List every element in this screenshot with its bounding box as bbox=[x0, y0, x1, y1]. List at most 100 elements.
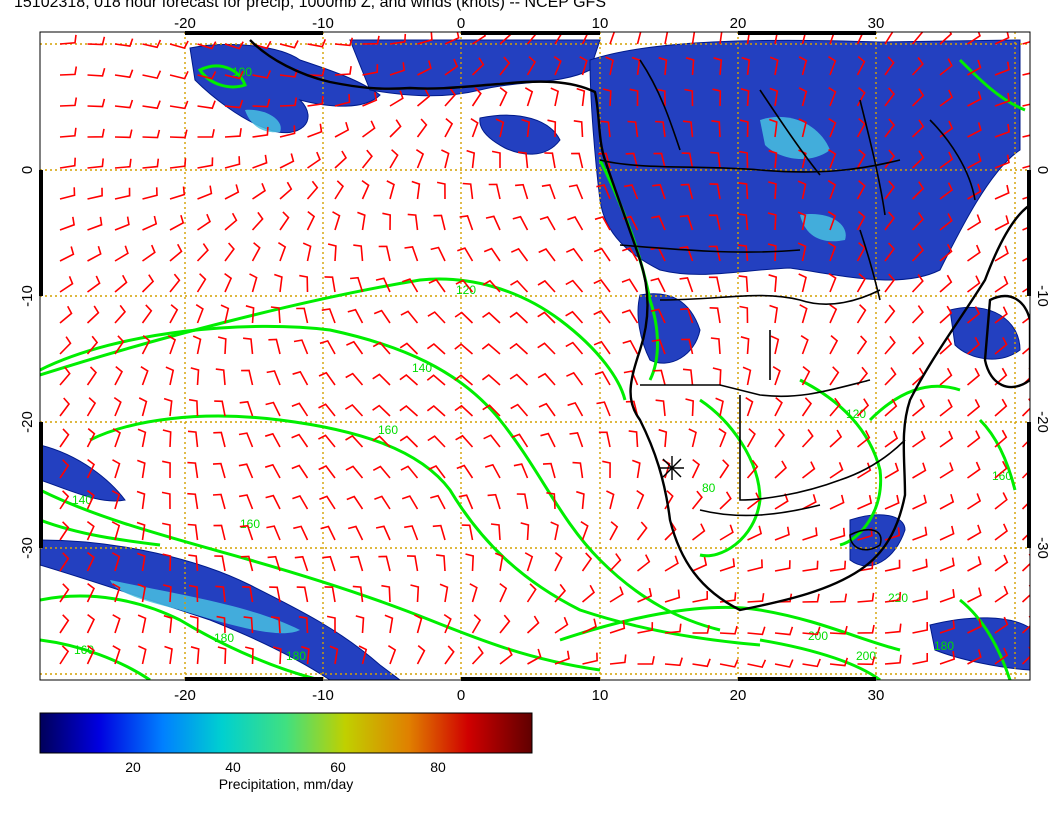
lon-label-top: 10 bbox=[592, 15, 609, 32]
wind-barb bbox=[625, 152, 639, 169]
wind-barb bbox=[664, 555, 679, 572]
wind-barb bbox=[87, 128, 105, 138]
wind-barb bbox=[829, 593, 848, 603]
wind-barb bbox=[167, 335, 177, 355]
wind-barb bbox=[593, 340, 611, 355]
wind-barb bbox=[710, 337, 721, 355]
wind-barb bbox=[245, 646, 254, 665]
wind-barb bbox=[142, 129, 161, 139]
wind-barb bbox=[939, 151, 954, 169]
wind-barb bbox=[596, 401, 611, 417]
wind-barb bbox=[774, 460, 788, 479]
wind-barb bbox=[857, 624, 875, 634]
wind-barb bbox=[609, 654, 627, 665]
wind-barb bbox=[112, 645, 121, 665]
wind-barb bbox=[537, 311, 556, 324]
wind-barb bbox=[692, 523, 706, 541]
wind-barb bbox=[59, 459, 70, 479]
wind-barb bbox=[802, 560, 819, 572]
wind-barb bbox=[427, 311, 446, 324]
wind-barb bbox=[939, 367, 953, 386]
lon-label-top: -10 bbox=[312, 15, 334, 32]
wind-barb bbox=[565, 310, 584, 324]
wind-barb bbox=[524, 87, 534, 107]
wind-barb bbox=[454, 311, 474, 324]
wind-barb bbox=[318, 434, 336, 448]
wind-barb bbox=[711, 120, 721, 138]
wind-barb bbox=[59, 428, 70, 448]
wind-barb bbox=[856, 335, 868, 355]
wind-barb bbox=[298, 616, 309, 634]
wind-barb bbox=[404, 246, 419, 262]
wind-barb bbox=[188, 584, 199, 603]
wind-barbs bbox=[59, 32, 1030, 669]
wind-barb bbox=[59, 127, 77, 138]
wind-barb bbox=[114, 38, 134, 47]
wind-barb bbox=[372, 435, 391, 448]
wind-barb bbox=[710, 151, 721, 169]
wind-barb bbox=[884, 367, 897, 386]
wind-barb bbox=[911, 150, 925, 169]
wind-barb bbox=[829, 429, 843, 448]
wind-barb bbox=[462, 182, 474, 200]
wind-barb bbox=[664, 32, 669, 45]
wind-barb bbox=[334, 65, 352, 76]
wind-barb bbox=[86, 335, 99, 355]
wind-barb bbox=[651, 215, 666, 231]
wind-barb bbox=[602, 460, 611, 479]
wind-barb bbox=[857, 656, 876, 666]
wind-barb bbox=[740, 88, 750, 107]
wind-barb bbox=[884, 654, 902, 665]
lon-label-bottom: -20 bbox=[174, 687, 196, 704]
wind-barb bbox=[967, 244, 981, 262]
wind-barb bbox=[384, 614, 394, 634]
wind-barb bbox=[994, 523, 1008, 541]
wind-barb bbox=[967, 275, 981, 293]
wind-barb bbox=[59, 157, 76, 169]
wind-barb bbox=[352, 585, 364, 603]
wind-barb bbox=[399, 404, 419, 417]
wind-barb bbox=[742, 366, 752, 386]
wind-barb bbox=[483, 434, 501, 448]
wind-barb bbox=[169, 273, 181, 293]
wind-barb bbox=[114, 99, 134, 109]
wind-barb bbox=[632, 459, 641, 479]
wind-barb bbox=[274, 273, 283, 293]
wind-barb bbox=[521, 118, 531, 138]
wind-barb bbox=[828, 149, 837, 169]
wind-barb bbox=[224, 156, 241, 169]
wind-barb bbox=[361, 149, 373, 169]
wind-barb bbox=[293, 339, 309, 355]
wind-barb bbox=[712, 88, 722, 107]
contour-label: 80 bbox=[702, 481, 716, 495]
wind-barb bbox=[266, 525, 281, 541]
wind-barb bbox=[857, 430, 871, 448]
wind-barb bbox=[456, 464, 474, 479]
wind-barb bbox=[279, 181, 293, 200]
wind-barb bbox=[454, 404, 474, 417]
wind-barb bbox=[966, 399, 981, 417]
wind-barb bbox=[111, 521, 121, 541]
wind-barb bbox=[967, 556, 982, 572]
wind-barb bbox=[622, 247, 639, 262]
wind-barb bbox=[582, 618, 597, 634]
wind-barb bbox=[430, 246, 446, 262]
wind-barb bbox=[59, 216, 75, 231]
wind-barb bbox=[537, 279, 556, 293]
wind-barb bbox=[1021, 398, 1030, 417]
wind-barb bbox=[454, 374, 474, 386]
wind-barb bbox=[600, 120, 611, 138]
wind-barb bbox=[856, 304, 867, 324]
wind-barb bbox=[746, 459, 759, 479]
wind-barb bbox=[573, 120, 584, 138]
wind-barb bbox=[59, 366, 71, 386]
wind-barb bbox=[350, 276, 364, 293]
frame-tick-bars bbox=[39, 31, 1031, 681]
wind-barb bbox=[416, 118, 428, 138]
lon-label-top: 0 bbox=[457, 15, 465, 32]
wind-barb bbox=[59, 305, 73, 324]
wind-barb bbox=[510, 279, 529, 293]
wind-barb bbox=[526, 583, 537, 603]
wind-barb bbox=[112, 583, 121, 603]
wind-barb bbox=[444, 32, 460, 45]
